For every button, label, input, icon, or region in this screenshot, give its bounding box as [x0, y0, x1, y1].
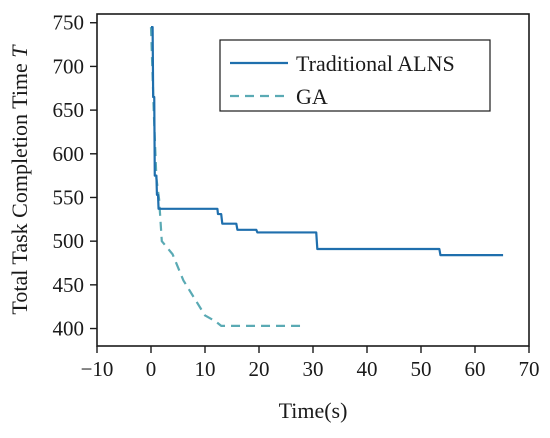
legend: Traditional ALNS GA — [219, 39, 491, 112]
x-tick-label: 60 — [465, 357, 486, 381]
y-axis-title-symbol: T — [7, 44, 32, 58]
x-tick-label: 30 — [303, 357, 324, 381]
series-line-traditional-alns — [151, 26, 504, 257]
y-axis-title-text: Total Task Completion Time — [7, 58, 32, 315]
x-axis-title: Time(s) — [279, 398, 348, 423]
x-tick-label: −10 — [81, 357, 114, 381]
y-axis-title: Total Task Completion Time T — [7, 44, 32, 315]
y-tick-label: 750 — [53, 11, 85, 35]
series-layer — [149, 26, 504, 328]
y-tick-label: 450 — [53, 273, 85, 297]
y-tick-label: 500 — [53, 229, 85, 253]
legend-box — [219, 39, 491, 112]
x-tick-label: 40 — [357, 357, 378, 381]
x-tick-label: 50 — [411, 357, 432, 381]
y-tick-label: 650 — [53, 98, 85, 122]
y-tick-label: 550 — [53, 185, 85, 209]
y-tick-label: 600 — [53, 142, 85, 166]
legend-label-traditional-alns: Traditional ALNS — [296, 51, 455, 76]
ticks-layer — [90, 22, 530, 353]
x-tick-label: 20 — [249, 357, 270, 381]
x-tick-labels: −10 0 10 20 30 40 50 60 70 — [81, 357, 540, 381]
x-tick-label: 0 — [146, 357, 157, 381]
legend-label-ga: GA — [296, 84, 328, 109]
y-tick-labels: 400 450 500 550 600 650 700 750 — [53, 11, 85, 341]
x-tick-label: 10 — [195, 357, 216, 381]
y-tick-label: 700 — [53, 54, 85, 78]
x-tick-label: 70 — [519, 357, 540, 381]
y-tick-label: 400 — [53, 317, 85, 341]
